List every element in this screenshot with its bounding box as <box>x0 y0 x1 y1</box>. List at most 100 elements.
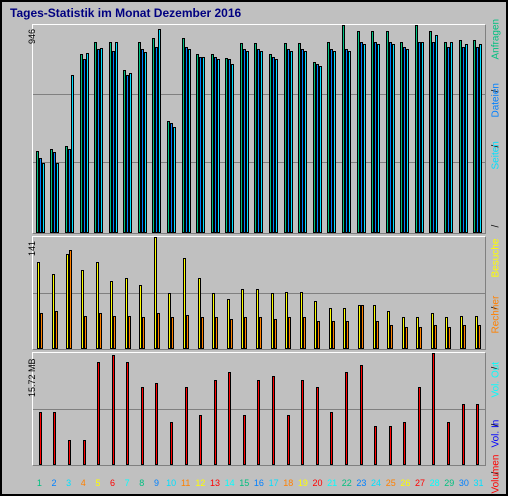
bar-group <box>77 353 92 465</box>
bar-group <box>208 237 223 349</box>
x-tick-label: 23 <box>354 478 369 492</box>
bar-seiten <box>363 44 366 233</box>
x-tick-label: 15 <box>237 478 252 492</box>
bar-seiten <box>188 49 191 233</box>
bar-group <box>383 353 398 465</box>
bar-rechner <box>376 321 379 349</box>
bar-group <box>266 353 281 465</box>
bar-volumen <box>83 440 86 465</box>
bar-group <box>427 237 442 349</box>
bar-rechner <box>84 316 87 349</box>
bar-group <box>135 25 150 233</box>
bar-group <box>33 353 48 465</box>
bar-group <box>223 353 238 465</box>
bar-seiten <box>158 29 161 233</box>
legend-rechner: Rechner <box>491 294 502 334</box>
bar-group <box>412 25 427 233</box>
x-axis-labels: 1234567891011121314151617181920212223242… <box>32 478 486 492</box>
bar-group <box>33 25 48 233</box>
bar-group <box>62 25 77 233</box>
bar-group <box>150 237 165 349</box>
bar-group <box>354 25 369 233</box>
x-tick-label: 24 <box>369 478 384 492</box>
bar-group <box>223 237 238 349</box>
bar-rechner <box>419 327 422 349</box>
bar-group <box>252 25 267 233</box>
bar-volumen <box>345 372 348 465</box>
bar-rechner <box>303 317 306 349</box>
bar-seiten <box>450 42 453 233</box>
bar-group <box>120 353 135 465</box>
x-tick-label: 4 <box>76 478 91 492</box>
bar-group <box>208 25 223 233</box>
bar-seiten <box>275 59 278 233</box>
bar-group <box>62 353 77 465</box>
bar-seiten <box>42 163 45 233</box>
bar-rechner <box>448 327 451 349</box>
bar-group <box>441 353 456 465</box>
bar-seiten <box>202 57 205 233</box>
bar-volumen <box>316 387 319 465</box>
bar-rechner <box>230 319 233 349</box>
x-tick-label: 26 <box>398 478 413 492</box>
bar-group <box>456 237 471 349</box>
bar-group <box>470 25 485 233</box>
bar-group <box>470 353 485 465</box>
bar-seiten <box>465 44 468 233</box>
bar-seiten <box>377 44 380 233</box>
x-tick-label: 30 <box>457 478 472 492</box>
bar-rechner <box>142 317 145 349</box>
bar-group <box>106 353 121 465</box>
bar-volumen <box>155 383 158 465</box>
legend-seiten: Seiten <box>491 130 502 170</box>
bar-seiten <box>115 42 118 233</box>
bar-seiten <box>392 44 395 233</box>
bar-volumen <box>126 362 129 465</box>
bar-volumen <box>170 422 173 465</box>
bar-rechner <box>55 311 58 349</box>
bar-group <box>368 25 383 233</box>
bar-group <box>397 25 412 233</box>
bar-volumen <box>39 412 42 465</box>
bar-seiten <box>231 64 234 233</box>
bar-seiten <box>304 51 307 233</box>
x-tick-label: 29 <box>442 478 457 492</box>
bar-volumen <box>360 365 363 465</box>
bar-rechner <box>259 317 262 349</box>
bar-seiten <box>144 52 147 233</box>
bar-group <box>441 25 456 233</box>
bars-area <box>33 353 485 465</box>
bar-group <box>164 353 179 465</box>
bar-group <box>266 25 281 233</box>
bar-seiten <box>71 75 74 233</box>
bar-group <box>412 237 427 349</box>
x-tick-label: 2 <box>47 478 62 492</box>
bar-volumen <box>374 426 377 465</box>
bar-volumen <box>447 422 450 465</box>
bar-group <box>135 353 150 465</box>
bar-group <box>281 353 296 465</box>
bar-volumen <box>199 415 202 465</box>
bar-rechner <box>40 313 43 349</box>
x-tick-label: 17 <box>266 478 281 492</box>
bar-group <box>208 353 223 465</box>
legend-volumen: Volumen <box>491 454 502 494</box>
bar-group <box>339 25 354 233</box>
bar-volumen <box>243 415 246 465</box>
bar-volumen <box>53 412 56 465</box>
bar-seiten <box>479 44 482 233</box>
x-tick-label: 14 <box>222 478 237 492</box>
bar-group <box>368 237 383 349</box>
bar-rechner <box>463 325 466 349</box>
bar-group <box>91 353 106 465</box>
chart-title: Tages-Statistik im Monat Dezember 2016 <box>10 6 241 20</box>
x-tick-label: 28 <box>427 478 442 492</box>
bar-seiten <box>348 51 351 233</box>
x-tick-label: 31 <box>471 478 486 492</box>
x-tick-label: 21 <box>325 478 340 492</box>
bar-volumen <box>287 415 290 465</box>
bar-seiten <box>56 163 59 233</box>
bar-group <box>281 237 296 349</box>
bar-group <box>120 237 135 349</box>
bar-group <box>456 25 471 233</box>
